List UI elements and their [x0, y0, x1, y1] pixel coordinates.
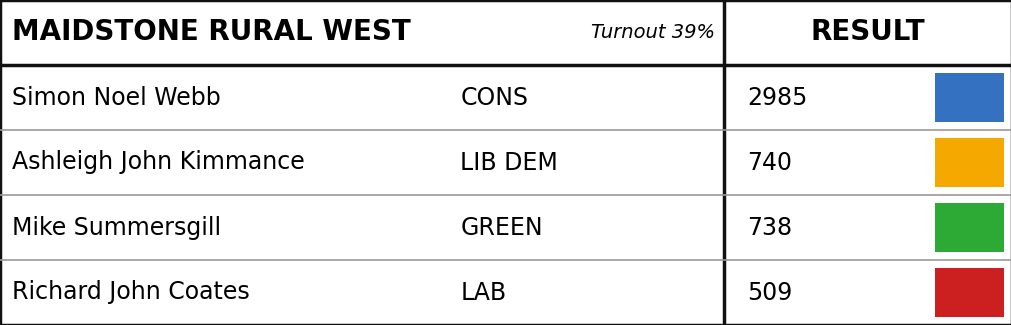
Text: MAIDSTONE RURAL WEST: MAIDSTONE RURAL WEST	[12, 19, 410, 46]
Bar	[934, 203, 1003, 252]
Text: 740: 740	[746, 150, 791, 175]
Text: Turnout 39%: Turnout 39%	[590, 23, 715, 42]
Text: 738: 738	[746, 215, 792, 240]
Text: 509: 509	[746, 280, 792, 305]
Text: LIB DEM: LIB DEM	[460, 150, 558, 175]
Text: GREEN: GREEN	[460, 215, 543, 240]
Text: Mike Summersgill: Mike Summersgill	[12, 215, 221, 240]
Text: LAB: LAB	[460, 280, 507, 305]
Bar	[934, 268, 1003, 317]
Text: CONS: CONS	[460, 85, 528, 110]
Text: 2985: 2985	[746, 85, 807, 110]
Text: Richard John Coates: Richard John Coates	[12, 280, 250, 305]
Text: RESULT: RESULT	[810, 19, 924, 46]
Bar	[934, 73, 1003, 122]
Text: Ashleigh John Kimmance: Ashleigh John Kimmance	[12, 150, 304, 175]
Text: Simon Noel Webb: Simon Noel Webb	[12, 85, 220, 110]
Bar	[934, 138, 1003, 187]
